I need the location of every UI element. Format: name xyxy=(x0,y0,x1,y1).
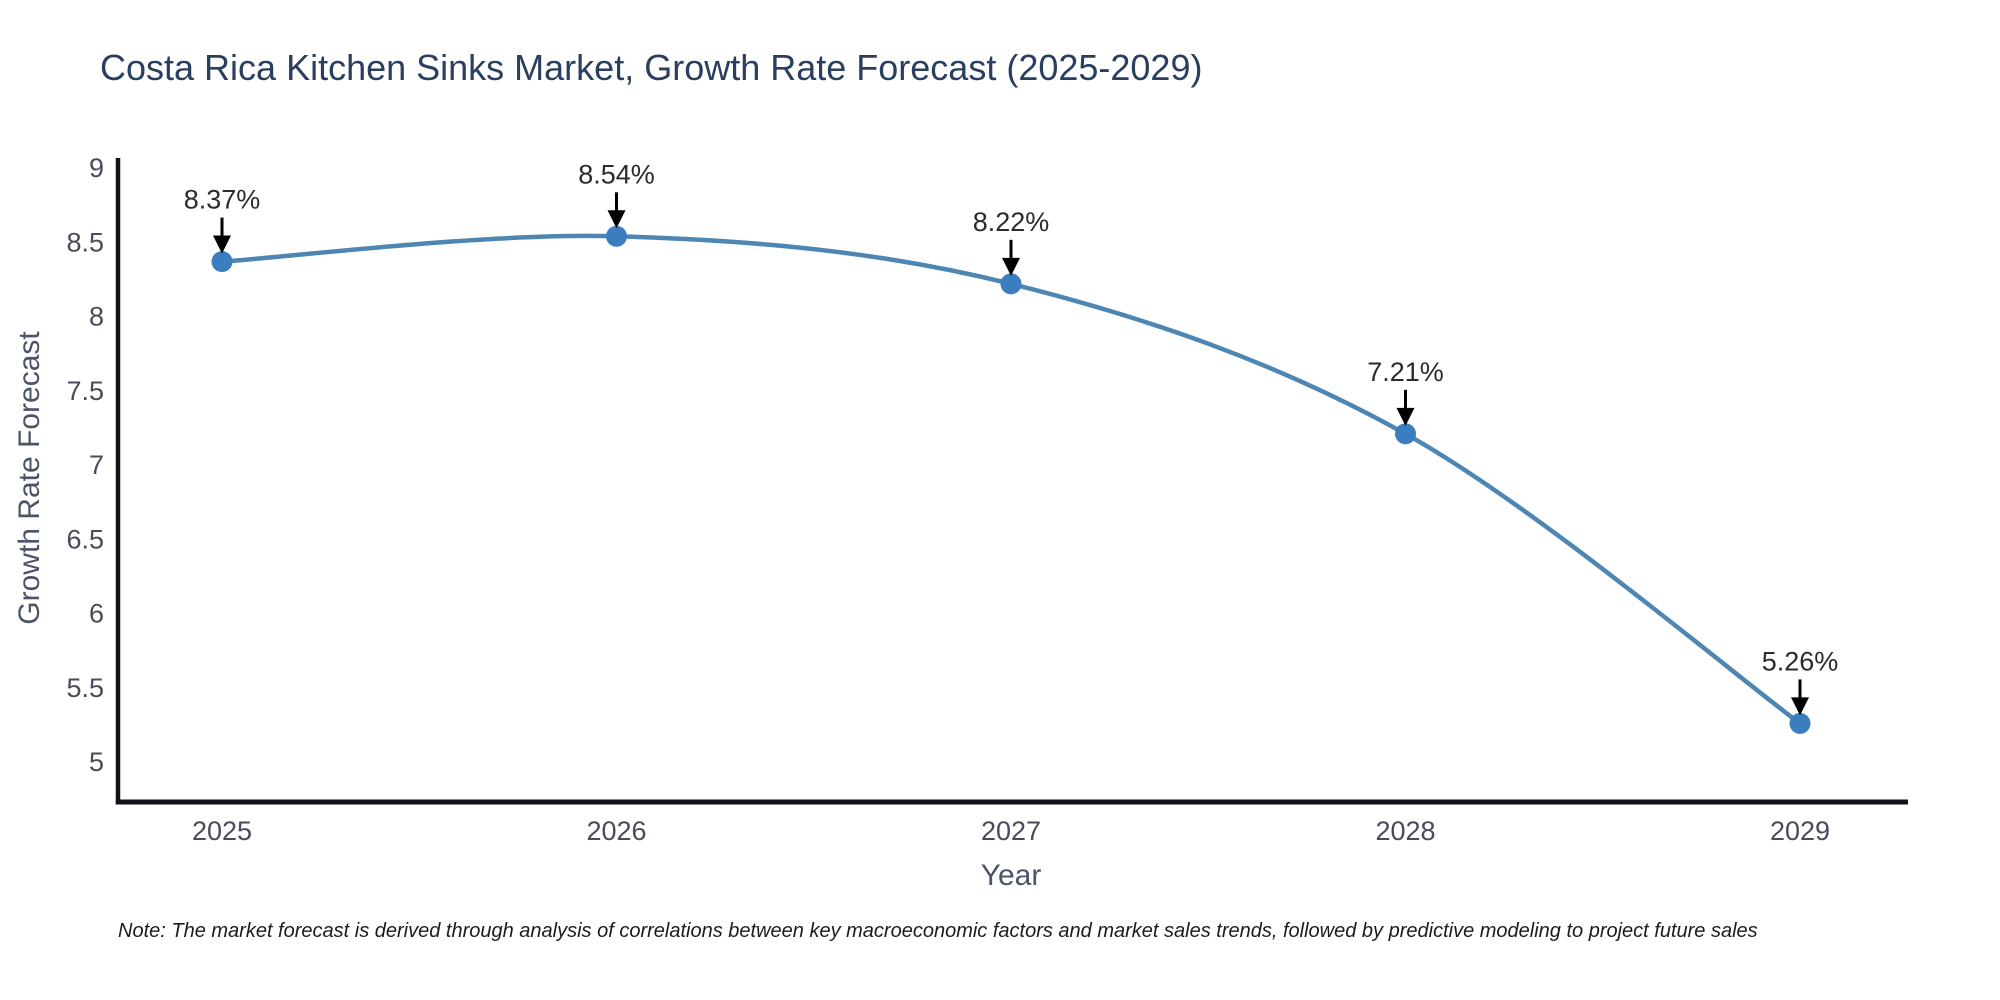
annotation-label: 8.22% xyxy=(973,207,1050,237)
y-tick-label: 5 xyxy=(89,747,104,777)
y-tick-label: 6.5 xyxy=(66,524,104,554)
x-tick-label: 2029 xyxy=(1770,816,1830,846)
y-tick-label: 7 xyxy=(89,450,104,480)
annotation-arrowhead xyxy=(1002,257,1020,276)
y-tick-label: 7.5 xyxy=(66,376,104,406)
annotation-arrowhead xyxy=(213,235,231,254)
annotation-label: 8.54% xyxy=(578,159,655,189)
annotation-arrowhead xyxy=(1396,407,1415,426)
y-tick-label: 8.5 xyxy=(66,227,104,257)
x-tick-label: 2025 xyxy=(192,816,252,846)
annotation-arrowhead xyxy=(607,210,626,229)
y-tick-label: 9 xyxy=(89,153,104,183)
chart-title: Costa Rica Kitchen Sinks Market, Growth … xyxy=(100,47,1203,88)
x-tick-label: 2026 xyxy=(586,816,646,846)
y-tick-label: 8 xyxy=(89,302,104,332)
data-point-marker xyxy=(606,225,627,247)
series-line xyxy=(219,233,1803,726)
x-tick-label: 2028 xyxy=(1375,816,1435,846)
y-tick-label: 6 xyxy=(89,599,104,629)
annotation-layer: 8.37% 8.54% 8.22% 7.21% 5.26% xyxy=(184,159,1839,716)
annotation-arrowhead xyxy=(1791,697,1809,716)
x-tick-label: 2027 xyxy=(981,816,1041,846)
data-point-marker xyxy=(1000,273,1022,295)
annotation-label: 8.37% xyxy=(184,185,261,215)
data-point-marker xyxy=(211,251,233,273)
y-tick-label: 5.5 xyxy=(66,673,104,703)
annotation-label: 7.21% xyxy=(1367,357,1444,387)
x-axis-title: Year xyxy=(980,859,1042,892)
data-point-marker xyxy=(1789,712,1811,734)
axes-layer: 5 5.5 6 6.5 7 7.5 8 8.5 9 2025 2026 2027 2028 2029 xyxy=(66,153,1908,846)
annotation-label: 5.26% xyxy=(1762,646,1839,676)
data-point-marker xyxy=(1395,423,1416,445)
series-layer xyxy=(211,225,1811,734)
footnote: Note: The market forecast is derived thr… xyxy=(118,920,1758,942)
